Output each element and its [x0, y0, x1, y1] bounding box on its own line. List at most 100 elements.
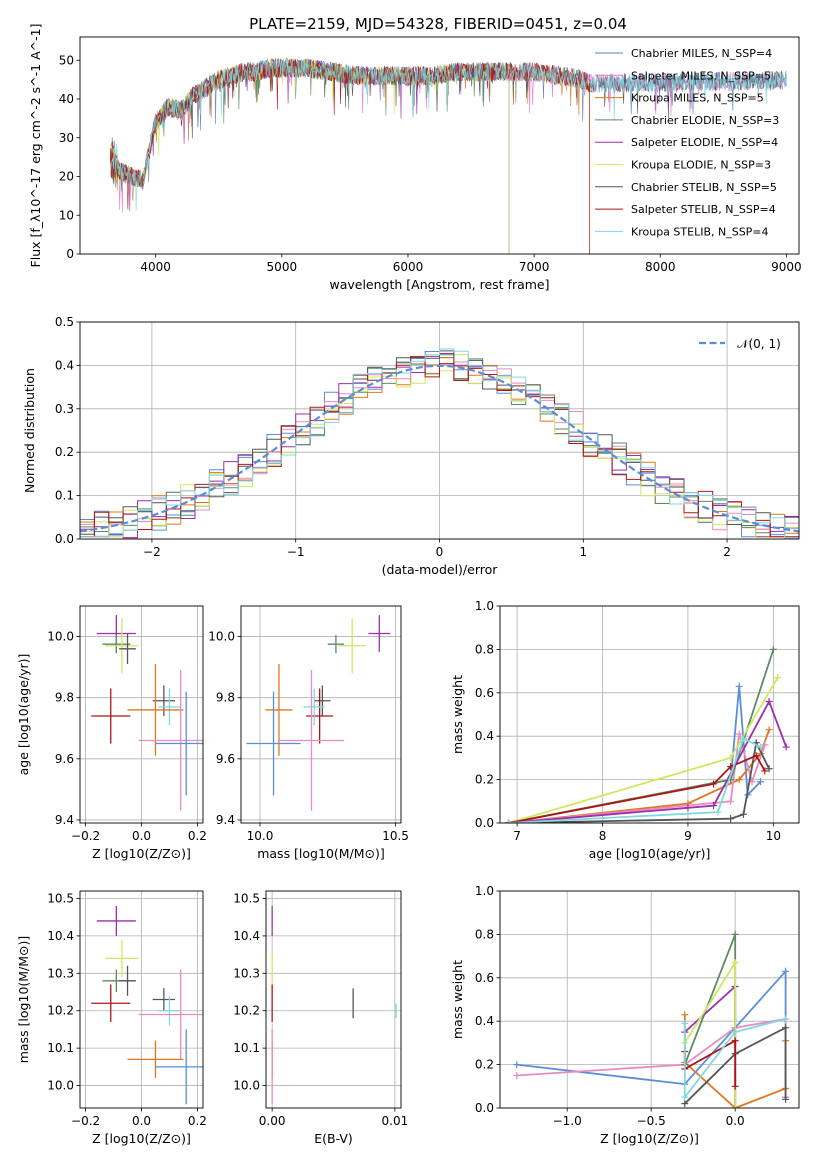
data-point-marker — [681, 1011, 689, 1019]
data-point-marker — [727, 754, 735, 762]
x-tick-label: 10.5 — [382, 829, 409, 843]
data-point-marker — [739, 734, 747, 742]
y-tick-label: 0.2 — [475, 773, 494, 787]
spectrum-line — [110, 58, 590, 254]
weight-line — [684, 1026, 787, 1105]
panel-mass_vs_ebv: 0.00 0.01 10.0 10.1 10.2 10.3 10.4 10.5 E(B-V) — [233, 890, 409, 1146]
x-tick-label: 0.01 — [382, 1114, 409, 1128]
y-tick-label: 0 — [66, 247, 74, 261]
y-tick-label: 0.0 — [475, 1101, 494, 1115]
y-tick-label: 10.3 — [47, 966, 74, 980]
residual-histogram — [80, 348, 799, 539]
spectrum-line — [110, 58, 510, 254]
x-tick-label: 4000 — [140, 260, 171, 274]
plot-area — [246, 615, 391, 811]
legend-label: Chabrier STELIB, N_SSP=5 — [631, 181, 777, 194]
plot-area — [91, 615, 203, 811]
x-axis-label: Z [log10(Z/Z⊙)] — [92, 1131, 191, 1146]
x-axis-label: Z [log10(Z/Z⊙)] — [600, 1131, 699, 1146]
legend-label: Kroupa MILES, N_SSP=5 — [631, 92, 764, 105]
x-tick-label: 0.00 — [259, 1114, 286, 1128]
axes-frame — [79, 321, 800, 540]
data-point-marker — [714, 808, 722, 816]
y-tick-label: 0.0 — [55, 532, 74, 546]
data-point-marker — [769, 645, 777, 653]
x-tick-label: 0.0 — [132, 829, 151, 843]
y-tick-label: 0.5 — [55, 315, 74, 329]
y-tick-label: 9.4 — [55, 813, 74, 827]
spectrum-line — [110, 58, 510, 254]
x-axis-label: age [log10(age/yr)] — [589, 846, 711, 861]
spectrum-line — [110, 58, 787, 211]
data-point-marker — [782, 1024, 790, 1032]
y-tick-label: 10.0 — [208, 630, 235, 644]
y-tick-label: 0.8 — [475, 927, 494, 941]
data-point-marker — [727, 797, 735, 805]
legend-label: Chabrier MILES, N_SSP=4 — [631, 47, 772, 60]
y-tick-label: 0.0 — [475, 816, 494, 830]
data-point-marker — [735, 730, 743, 738]
spectrum-line — [110, 58, 590, 254]
y-tick-label: 0.1 — [55, 489, 74, 503]
legend-label: Salpeter STELIB, N_SSP=4 — [631, 203, 776, 216]
data-point-marker — [761, 741, 769, 749]
data-point-marker — [710, 802, 718, 810]
y-tick-label: 9.8 — [55, 691, 74, 705]
y-tick-label: 10.4 — [47, 929, 74, 943]
y-tick-label: 10.1 — [47, 1041, 74, 1055]
data-point-marker — [765, 765, 773, 773]
x-axis-label: mass [log10(M/M⊙)] — [257, 846, 385, 861]
weight-line — [508, 737, 762, 823]
panel-weight_vs_age: 7 8 9 10 0.0 0.2 0.4 0.6 0.8 1.0 age [log10(age/yr… — [450, 599, 800, 861]
plot-area — [505, 645, 790, 823]
plot-area — [80, 348, 799, 539]
y-axis-label: mass weight — [450, 675, 465, 754]
panel-age_vs_mass: 10.0 10.5 9.4 9.6 9.8 10.0 mass [log10(M/M⊙)] — [208, 605, 409, 861]
y-tick-label: 10.0 — [47, 630, 74, 644]
x-tick-label: 0.2 — [188, 829, 207, 843]
y-tick-label: 0.4 — [475, 1014, 494, 1028]
axes-frame — [499, 890, 800, 1109]
data-point-marker — [782, 967, 790, 975]
y-tick-label: 10.4 — [233, 929, 260, 943]
data-point-marker — [684, 804, 692, 812]
data-point-marker — [681, 1019, 689, 1027]
y-tick-label: 9.4 — [216, 813, 235, 827]
y-tick-label: 50 — [59, 53, 74, 67]
y-axis-label: Normed distribution — [22, 368, 37, 493]
y-tick-label: 10.0 — [47, 1079, 74, 1093]
axes-frame — [240, 605, 402, 824]
data-point-marker — [765, 726, 773, 734]
panel-residuals: −2 −1 0 1 2 0.0 0.1 0.2 0.3 0.4 0.5 𝒩(0, 1) (data-mo… — [22, 315, 800, 577]
y-tick-label: 10.2 — [47, 1004, 74, 1018]
y-tick-label: 10.5 — [47, 891, 74, 905]
y-tick-label: 40 — [59, 92, 74, 106]
data-point-marker — [731, 1028, 739, 1036]
y-tick-label: 10.0 — [233, 1079, 260, 1093]
y-tick-label: 10.5 — [233, 891, 260, 905]
legend-label: Kroupa STELIB, N_SSP=4 — [631, 225, 769, 238]
data-point-marker — [513, 1061, 521, 1069]
y-tick-label: 9.8 — [216, 691, 235, 705]
legend-label: 𝒩(0, 1) — [737, 337, 781, 351]
data-point-marker — [681, 1093, 689, 1101]
y-tick-label: 10 — [59, 208, 74, 222]
figure-title: PLATE=2159, MJD=54328, FIBERID=0451, z=0… — [249, 15, 627, 33]
y-axis-label: mass [log10(M/M⊙)] — [16, 936, 31, 1064]
y-tick-label: 0.2 — [475, 1058, 494, 1072]
y-tick-label: 9.6 — [216, 752, 235, 766]
x-tick-label: 0.0 — [726, 1114, 745, 1128]
data-point-marker — [757, 778, 765, 786]
x-tick-label: 10 — [766, 829, 781, 843]
x-tick-label: 6000 — [393, 260, 424, 274]
x-tick-label: 2 — [723, 545, 731, 559]
weight-line — [683, 1018, 786, 1100]
x-tick-label: 10.0 — [247, 829, 274, 843]
x-tick-label: 0 — [436, 545, 444, 559]
y-tick-label: 0.4 — [55, 358, 74, 372]
data-point-marker — [727, 815, 735, 823]
data-point-marker — [731, 1037, 739, 1045]
data-point-marker — [782, 743, 790, 751]
data-point-marker — [774, 674, 782, 682]
data-point-marker — [731, 930, 739, 938]
